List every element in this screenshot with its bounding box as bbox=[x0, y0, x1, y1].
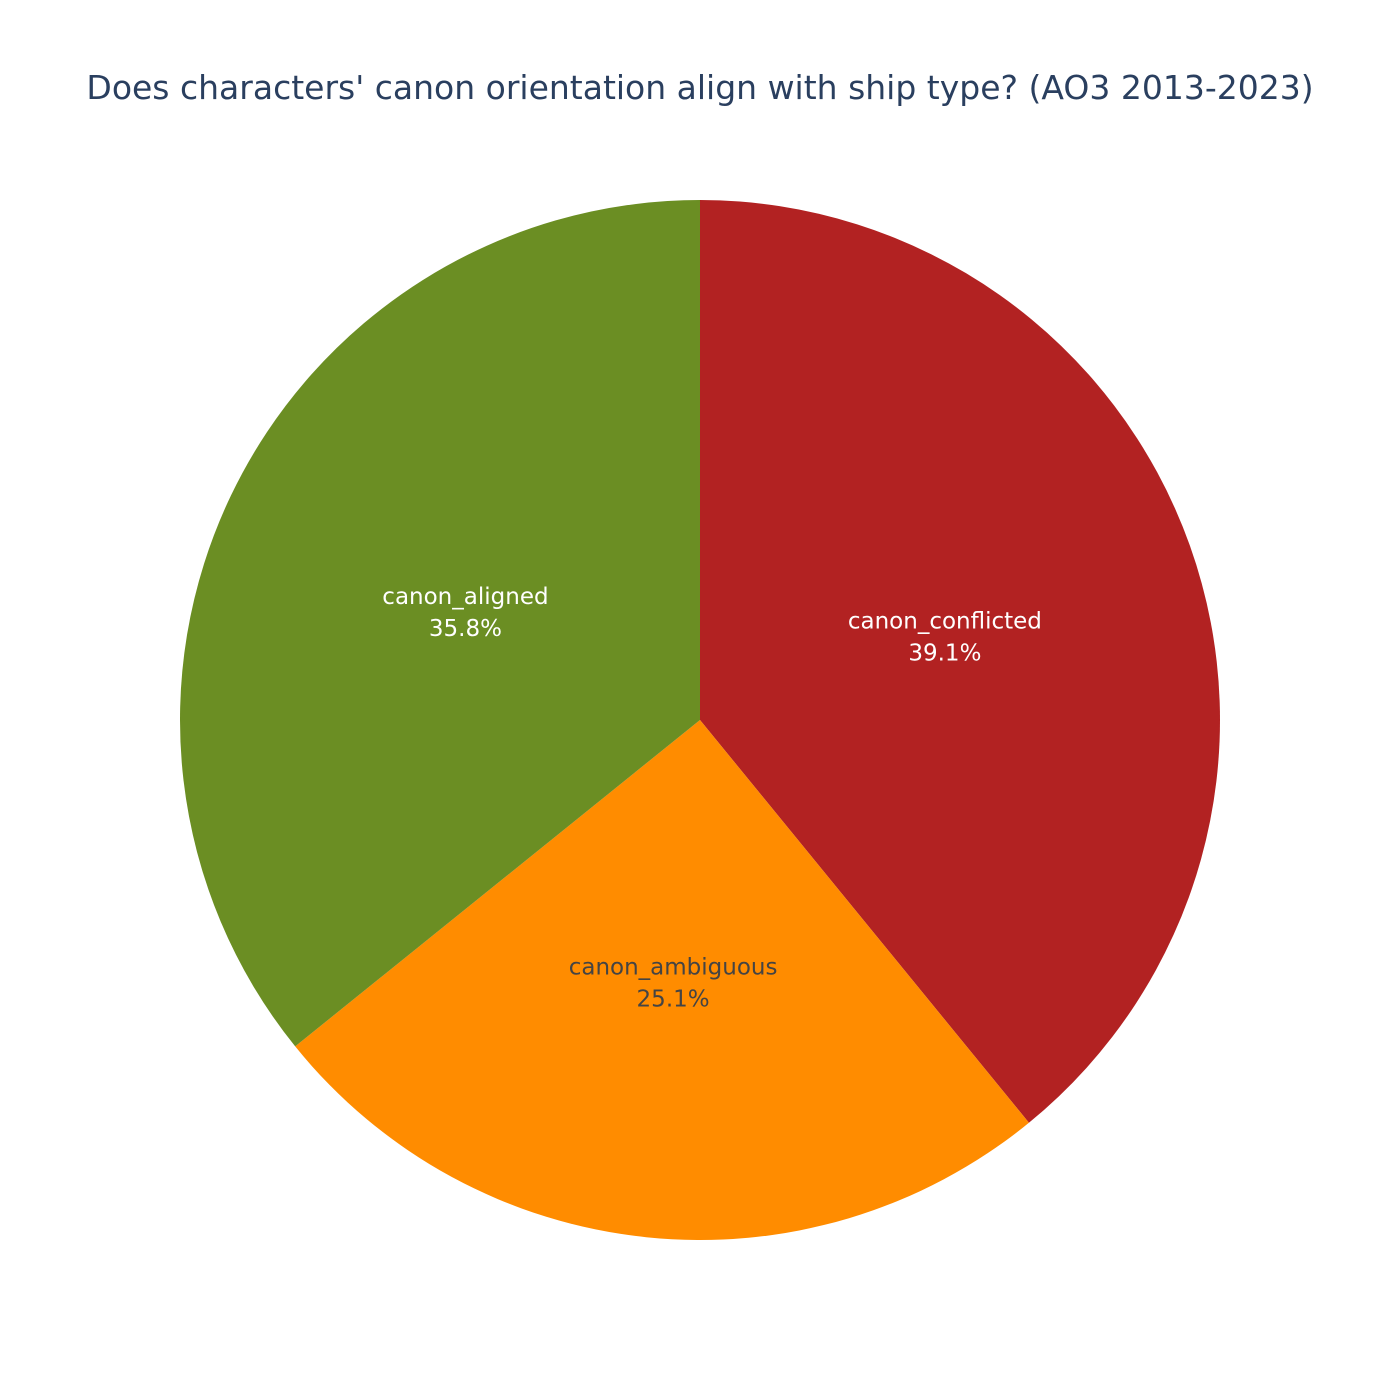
pie-slice-canon-ambiguous bbox=[295, 720, 1029, 1240]
chart-title: Does characters' canon orientation align… bbox=[86, 68, 1314, 107]
slice-label-canon-aligned: canon_aligned bbox=[382, 584, 548, 610]
slice-percent-canon-conflicted: 39.1% bbox=[908, 641, 981, 667]
pie-slice-canon-aligned bbox=[180, 200, 700, 1047]
slice-label-canon-conflicted: canon_conflicted bbox=[848, 609, 1042, 635]
slice-percent-canon-ambiguous: 25.1% bbox=[637, 987, 710, 1013]
slice-label-canon-ambiguous: canon_ambiguous bbox=[569, 955, 778, 981]
slice-percent-canon-aligned: 35.8% bbox=[429, 616, 502, 642]
pie-labels: canon_conflicted 39.1% canon_ambiguous 25.1… bbox=[382, 584, 1042, 1013]
pie-slices bbox=[180, 200, 1220, 1240]
pie-slice-canon-conflicted bbox=[700, 200, 1220, 1123]
